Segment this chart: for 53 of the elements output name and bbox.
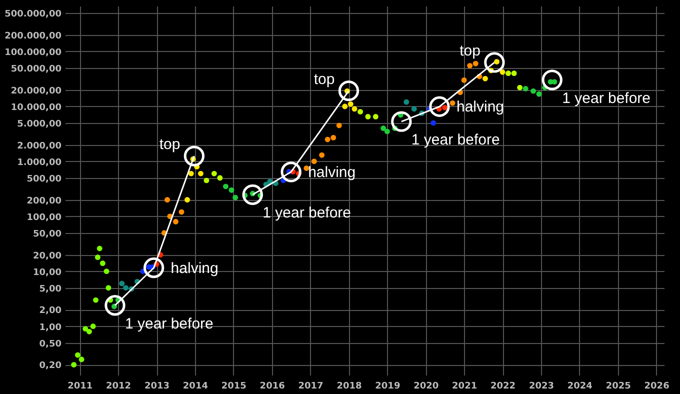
annotation: halving <box>456 98 504 116</box>
annotation: top <box>314 70 335 88</box>
x-tick-label: 2011 <box>68 382 93 392</box>
annotation: top <box>159 136 180 154</box>
annotation: top <box>460 42 480 60</box>
y-tick-label: 100,00 <box>26 212 62 223</box>
y-tick-label: 0,20 <box>39 361 62 372</box>
y-tick-label: 200.000,00 <box>4 31 62 42</box>
x-tick-label: 2016 <box>260 382 285 392</box>
y-tick-label: 20,00 <box>33 251 62 262</box>
x-tick-label: 2023 <box>528 382 554 392</box>
x-tick-label: 2022 <box>490 382 516 392</box>
point <box>391 111 412 132</box>
x-tick-label: 2019 <box>375 382 400 392</box>
annotation: halving <box>170 260 218 277</box>
point <box>184 146 205 166</box>
y-tick-label: 50.000,00 <box>10 64 62 74</box>
point <box>484 52 505 73</box>
y-tick-label: 10,00 <box>33 268 62 278</box>
annotation: halving <box>308 164 356 181</box>
x-tick-label: 2012 <box>106 382 132 392</box>
y-tick-label: 5.000,00 <box>17 119 62 130</box>
annotation: 1 year before <box>562 90 651 107</box>
y-tick-label: 1,00 <box>39 322 62 333</box>
x-tick-label: 2020 <box>414 382 439 392</box>
y-tick-label: 10.000,00 <box>10 102 62 113</box>
point <box>542 70 562 90</box>
x-tick-label: 2017 <box>298 382 324 392</box>
x-tick-label: 2014 <box>182 382 208 392</box>
y-tick-label: 200,00 <box>26 196 62 206</box>
annotation: 1 year before <box>411 132 500 149</box>
y-tick-label: 2.000,00 <box>17 141 62 152</box>
x-tick-label: 2013 <box>144 382 170 392</box>
y-tick-label: 5,00 <box>39 284 62 294</box>
x-tick-label: 2021 <box>452 382 478 392</box>
y-tick-label: 100.000,00 <box>4 48 62 58</box>
x-tick-label: 2024 <box>567 382 592 392</box>
y-tick-label: 500,00 <box>26 174 62 184</box>
annotation: 1 year before <box>262 204 352 222</box>
y-tick-label: 1.000,00 <box>17 158 62 168</box>
point <box>242 184 263 205</box>
y-tick-label: 500.000,00 <box>4 9 62 20</box>
x-tick-label: 2015 <box>221 382 246 392</box>
y-tick-label: 20.000,00 <box>10 86 62 96</box>
annotation: 1 year before <box>124 315 214 332</box>
point <box>338 80 360 102</box>
x-tick-label: 2018 <box>336 382 362 392</box>
y-tick-label: 50,00 <box>33 229 62 240</box>
y-tick-label: 0,50 <box>39 339 62 350</box>
y-tick-label: 2,00 <box>39 306 62 316</box>
x-tick-label: 2025 <box>606 382 631 392</box>
x-tick-label: 2026 <box>644 382 670 392</box>
point <box>104 295 126 316</box>
